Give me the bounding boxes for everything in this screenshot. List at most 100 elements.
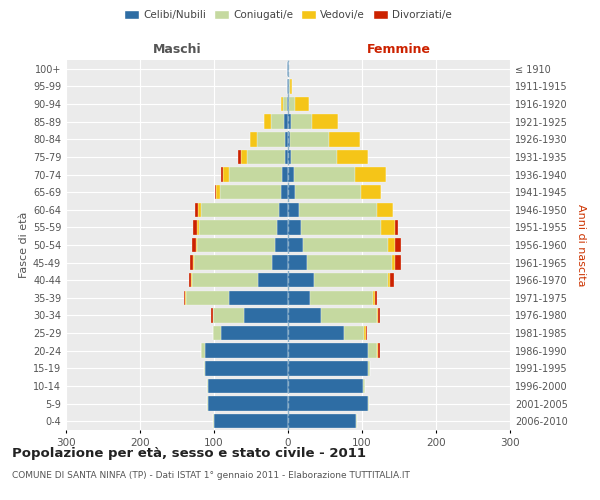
Bar	[221, 168, 223, 181]
Bar	[223, 168, 229, 181]
Bar	[381, 220, 395, 234]
Bar	[250, 132, 257, 146]
Bar	[288, 97, 289, 112]
Bar	[364, 326, 366, 340]
Bar	[184, 290, 185, 305]
Bar	[202, 202, 279, 217]
Bar	[205, 344, 288, 358]
Bar	[329, 132, 360, 146]
Bar	[311, 114, 338, 129]
Bar	[192, 238, 196, 252]
Bar	[307, 256, 392, 270]
Bar	[247, 150, 285, 164]
Text: Femmine: Femmine	[367, 44, 431, 57]
Legend: Celibi/Nubili, Coniugati/e, Vedovi/e, Divorziati/e: Celibi/Nubili, Coniugati/e, Vedovi/e, Di…	[122, 8, 454, 22]
Bar	[337, 150, 368, 164]
Bar	[291, 114, 311, 129]
Bar	[295, 185, 361, 200]
Bar	[196, 238, 197, 252]
Bar	[303, 238, 388, 252]
Bar	[310, 290, 373, 305]
Bar	[377, 344, 378, 358]
Bar	[208, 396, 288, 411]
Bar	[199, 202, 202, 217]
Bar	[285, 132, 288, 146]
Bar	[288, 414, 356, 428]
Bar	[322, 308, 377, 322]
Bar	[229, 168, 282, 181]
Bar	[285, 150, 288, 164]
Bar	[287, 62, 288, 76]
Bar	[244, 308, 288, 322]
Bar	[288, 150, 291, 164]
Bar	[288, 308, 322, 322]
Bar	[299, 202, 377, 217]
Bar	[241, 150, 247, 164]
Bar	[395, 238, 401, 252]
Bar	[368, 361, 370, 376]
Bar	[189, 273, 191, 287]
Bar	[257, 132, 285, 146]
Bar	[288, 344, 368, 358]
Bar	[301, 220, 381, 234]
Bar	[355, 168, 386, 181]
Bar	[388, 238, 395, 252]
Bar	[364, 378, 365, 393]
Bar	[199, 220, 277, 234]
Y-axis label: Fasce di età: Fasce di età	[19, 212, 29, 278]
Bar	[373, 290, 374, 305]
Bar	[377, 202, 393, 217]
Text: Popolazione per età, sesso e stato civile - 2011: Popolazione per età, sesso e stato civil…	[12, 448, 366, 460]
Bar	[395, 256, 401, 270]
Bar	[214, 414, 288, 428]
Bar	[356, 414, 357, 428]
Bar	[314, 273, 388, 287]
Bar	[277, 220, 288, 234]
Bar	[197, 238, 275, 252]
Bar	[202, 344, 205, 358]
Y-axis label: Anni di nascita: Anni di nascita	[576, 204, 586, 286]
Bar	[186, 290, 229, 305]
Bar	[282, 168, 288, 181]
Bar	[374, 290, 377, 305]
Bar	[295, 97, 309, 112]
Bar	[294, 168, 355, 181]
Bar	[289, 97, 295, 112]
Bar	[212, 326, 221, 340]
Bar	[193, 256, 194, 270]
Bar	[395, 220, 398, 234]
Bar	[271, 114, 284, 129]
Bar	[211, 308, 212, 322]
Bar	[197, 220, 199, 234]
Bar	[288, 185, 295, 200]
Bar	[203, 361, 205, 376]
Bar	[378, 344, 380, 358]
Bar	[193, 220, 197, 234]
Bar	[390, 273, 394, 287]
Bar	[275, 238, 288, 252]
Bar	[283, 97, 287, 112]
Bar	[195, 202, 199, 217]
Bar	[288, 326, 343, 340]
Bar	[288, 361, 368, 376]
Bar	[212, 308, 244, 322]
Bar	[289, 79, 290, 94]
Bar	[288, 62, 289, 76]
Bar	[377, 308, 378, 322]
Bar	[213, 414, 214, 428]
Bar	[288, 202, 299, 217]
Bar	[288, 256, 307, 270]
Bar	[288, 168, 294, 181]
Bar	[288, 220, 301, 234]
Bar	[215, 185, 216, 200]
Text: Maschi: Maschi	[152, 44, 202, 57]
Bar	[281, 185, 288, 200]
Bar	[259, 273, 288, 287]
Bar	[272, 256, 288, 270]
Bar	[238, 150, 241, 164]
Bar	[288, 396, 368, 411]
Bar	[287, 97, 288, 112]
Bar	[192, 273, 259, 287]
Bar	[220, 185, 281, 200]
Bar	[368, 396, 370, 411]
